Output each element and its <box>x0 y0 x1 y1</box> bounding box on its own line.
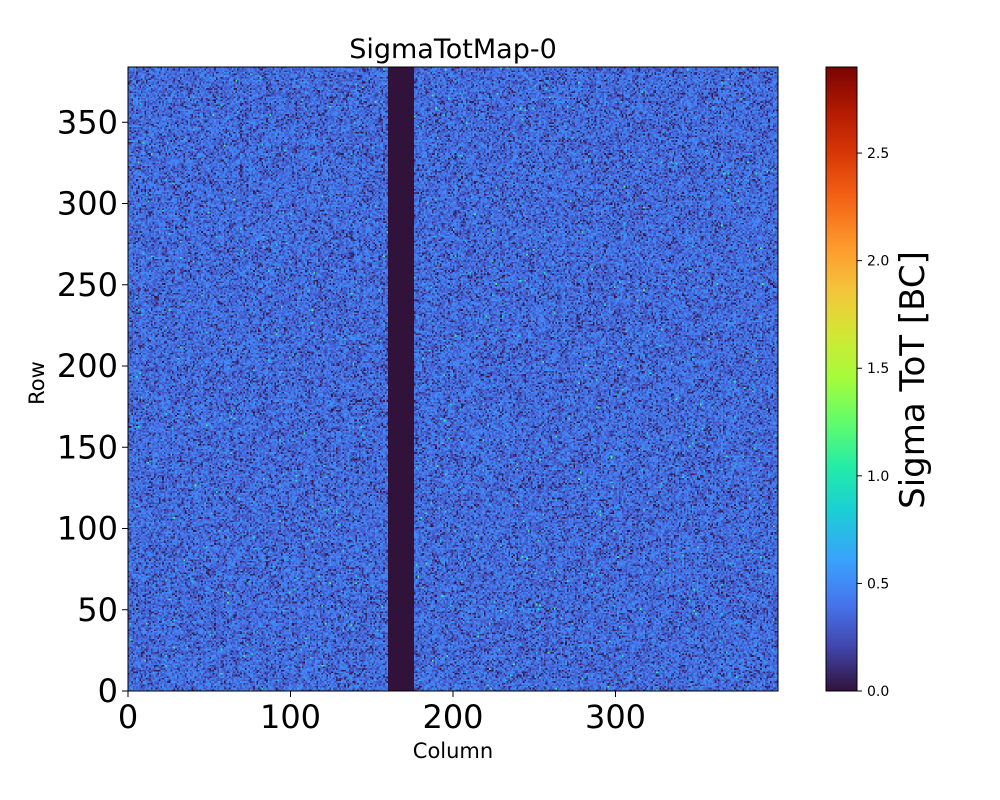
heatmap-plot-area <box>127 66 779 692</box>
y-tick-label: 300 <box>57 185 118 223</box>
chart-title: SigmaTotMap-0 <box>349 34 557 65</box>
x-tick-label: 0 <box>118 698 138 736</box>
y-tick-label: 50 <box>77 591 118 629</box>
colorbar-tick-label: 1.0 <box>867 469 889 485</box>
y-axis-ticks: 0 50 100 150 200 250 300 350 <box>57 103 128 710</box>
y-tick-label: 350 <box>57 103 118 141</box>
y-tick-label: 250 <box>57 266 118 304</box>
y-tick-label: 0 <box>98 672 118 710</box>
x-axis-ticks: 0 100 200 300 <box>118 691 646 736</box>
heatmap-cells <box>128 67 778 691</box>
x-axis-label: Column <box>413 739 493 763</box>
colorbar-tick-label: 2.5 <box>867 146 889 162</box>
colorbar-gradient <box>826 67 857 691</box>
colorbar-label: Sigma ToT [BC] <box>893 251 933 509</box>
colorbar-tick-label: 1.5 <box>867 361 889 377</box>
x-tick-label: 300 <box>585 698 646 736</box>
colorbar-tick-label: 0.0 <box>867 684 889 700</box>
y-tick-label: 200 <box>57 347 118 385</box>
x-tick-label: 100 <box>260 698 321 736</box>
y-axis-label: Row <box>25 361 49 405</box>
x-tick-label: 200 <box>422 698 483 736</box>
y-tick-label: 100 <box>57 510 118 548</box>
colorbar: 0.0 0.5 1.0 1.5 2.0 2.5 Sigma ToT [BC] <box>825 66 933 700</box>
colorbar-ticks: 0.0 0.5 1.0 1.5 2.0 2.5 <box>857 146 889 700</box>
colorbar-tick-label: 2.0 <box>867 254 889 270</box>
colorbar-tick-label: 0.5 <box>867 576 889 592</box>
y-tick-label: 150 <box>57 428 118 466</box>
colorbar-frame <box>825 66 858 692</box>
